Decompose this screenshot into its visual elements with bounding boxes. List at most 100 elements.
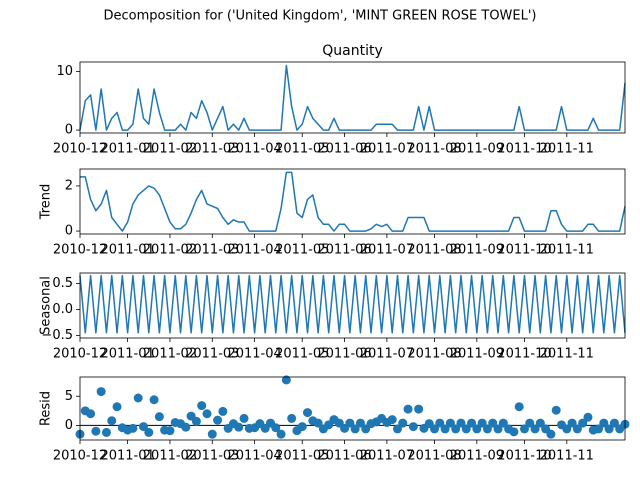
resid-point (430, 424, 440, 434)
resid-point (440, 424, 450, 434)
resid-point (514, 402, 524, 412)
resid-point (197, 401, 207, 411)
figure-title: Decomposition for ('United Kingdom', 'MI… (103, 9, 536, 24)
resid-point (86, 409, 96, 419)
resid-point (387, 415, 397, 425)
resid-point (467, 418, 477, 428)
resid-point (138, 422, 148, 432)
x-tick-label: 2011-08 (407, 142, 461, 157)
resid-point (297, 422, 307, 432)
resid-point (281, 375, 291, 385)
x-tick-label: 2011-10 (497, 243, 551, 258)
x-tick-label: 2011-05 (275, 243, 329, 258)
resid-point (583, 412, 593, 422)
x-tick-label: 2011-02 (143, 243, 197, 258)
resid-point (207, 429, 217, 439)
resid-point (181, 422, 191, 432)
resid-point (604, 424, 614, 434)
resid-point (408, 422, 418, 432)
x-tick-label: 2011-11 (540, 142, 594, 157)
resid-point (91, 426, 101, 436)
resid-point (435, 418, 445, 428)
y-axis-label: Seasonal (39, 276, 54, 335)
resid-point (482, 424, 492, 434)
resid-point (133, 393, 143, 403)
resid-point (218, 406, 228, 416)
x-tick-label: 2011-05 (275, 347, 329, 362)
resid-point (303, 408, 313, 418)
x-tick-label: 2011-08 (407, 449, 461, 464)
resid-point (213, 415, 223, 425)
resid-point (535, 418, 545, 428)
x-tick-label: 2011-07 (360, 449, 414, 464)
x-tick-label: 2011-02 (143, 449, 197, 464)
x-tick-label: 2011-01 (100, 142, 154, 157)
x-tick-label: 2011-10 (497, 142, 551, 157)
x-tick-label: 2011-04 (227, 243, 281, 258)
resid-point (594, 424, 604, 434)
x-tick-label: 2011-11 (540, 347, 594, 362)
resid-point (493, 424, 503, 434)
resid-point (128, 423, 138, 433)
resid-point (567, 418, 577, 428)
resid-point (572, 424, 582, 434)
resid-point (414, 404, 424, 414)
axes-frame (79, 168, 626, 235)
resid-point (149, 395, 159, 405)
resid-point (525, 418, 535, 428)
y-tick-label: 0.5 (52, 276, 73, 291)
x-tick-label: 2010-12 (53, 243, 107, 258)
x-tick-label: 2011-01 (100, 449, 154, 464)
subplot: Seasonal−0.50.00.52010-122011-012011-022… (39, 272, 626, 362)
x-tick-label: 2011-04 (227, 449, 281, 464)
x-tick-label: 2011-09 (450, 449, 504, 464)
x-tick-label: 2011-09 (450, 243, 504, 258)
resid-point (313, 418, 323, 428)
y-tick-label: 5 (65, 389, 73, 404)
y-tick-label: 0 (65, 123, 73, 138)
x-tick-label: 2011-10 (497, 449, 551, 464)
x-tick-label: 2011-03 (185, 142, 239, 157)
x-tick-label: 2011-08 (407, 347, 461, 362)
y-tick-label: −0.5 (41, 328, 73, 343)
resid-point (461, 424, 471, 434)
x-tick-label: 2011-10 (497, 347, 551, 362)
x-tick-label: 2011-06 (317, 142, 371, 157)
x-tick-label: 2010-12 (53, 347, 107, 362)
resid-point (154, 412, 164, 422)
resid-point (355, 418, 365, 428)
x-tick-label: 2011-11 (540, 449, 594, 464)
subplot-title: Quantity (322, 43, 383, 59)
resid-point (609, 418, 619, 428)
resid-point (488, 418, 498, 428)
resid-point (392, 424, 402, 434)
x-tick-label: 2011-09 (450, 347, 504, 362)
resid-point (191, 416, 201, 426)
resid-point (546, 429, 556, 439)
resid-point (578, 418, 588, 428)
resid-point (519, 424, 529, 434)
x-tick-label: 2011-06 (317, 243, 371, 258)
x-tick-label: 2011-04 (227, 142, 281, 157)
resid-point (96, 387, 106, 397)
resid-point (350, 424, 360, 434)
resid-point (498, 418, 508, 428)
resid-point (202, 409, 212, 419)
x-tick-label: 2011-05 (275, 449, 329, 464)
x-tick-label: 2011-08 (407, 243, 461, 258)
resid-point (276, 429, 286, 439)
x-tick-label: 2011-09 (450, 142, 504, 157)
resid-point (445, 418, 455, 428)
x-tick-label: 2011-02 (143, 347, 197, 362)
x-tick-label: 2011-07 (360, 142, 414, 157)
y-tick-label: 0 (65, 224, 73, 239)
x-tick-label: 2011-07 (360, 243, 414, 258)
resid-point (239, 413, 249, 423)
x-tick-label: 2011-01 (100, 347, 154, 362)
x-tick-label: 2011-06 (317, 347, 371, 362)
resid-point (271, 423, 281, 433)
resid-point (599, 418, 609, 428)
x-tick-label: 2011-03 (185, 243, 239, 258)
resid-point (234, 422, 244, 432)
